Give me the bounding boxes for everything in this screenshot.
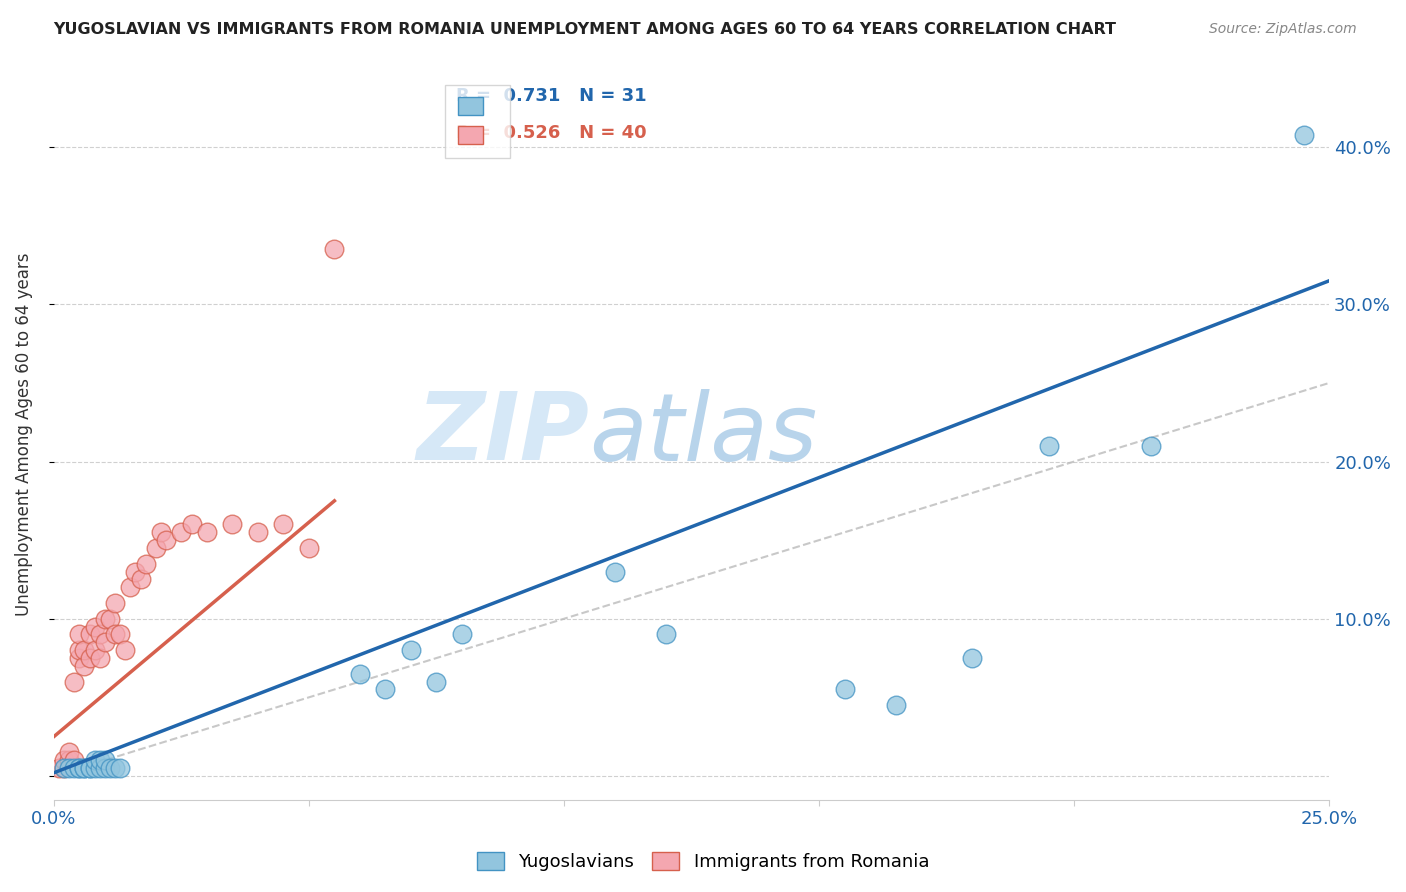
Point — [94, 761, 117, 775]
Point — [195, 525, 218, 540]
Point — [273, 517, 295, 532]
Y-axis label: Unemployment Among Ages 60 to 64 years: Unemployment Among Ages 60 to 64 years — [15, 252, 32, 615]
Legend: , : , — [446, 85, 510, 158]
Point — [349, 666, 371, 681]
Point — [834, 682, 856, 697]
Point — [73, 659, 96, 673]
Point — [129, 573, 152, 587]
Point — [108, 627, 131, 641]
Point — [67, 643, 90, 657]
Point — [655, 627, 678, 641]
Text: YUGOSLAVIAN VS IMMIGRANTS FROM ROMANIA UNEMPLOYMENT AMONG AGES 60 TO 64 YEARS CO: YUGOSLAVIAN VS IMMIGRANTS FROM ROMANIA U… — [53, 22, 1116, 37]
Point — [63, 674, 86, 689]
Point — [94, 753, 117, 767]
Point — [83, 643, 105, 657]
Point — [73, 761, 96, 775]
Point — [67, 651, 90, 665]
Point — [83, 761, 105, 775]
Point — [89, 651, 111, 665]
Text: R =  0.526   N = 40: R = 0.526 N = 40 — [456, 124, 647, 142]
Point — [399, 643, 422, 657]
Text: ZIP: ZIP — [416, 388, 589, 480]
Point — [98, 612, 121, 626]
Point — [58, 745, 80, 759]
Point — [67, 627, 90, 641]
Point — [135, 557, 157, 571]
Point — [79, 651, 101, 665]
Text: R =  0.731   N = 31: R = 0.731 N = 31 — [456, 87, 647, 105]
Point — [884, 698, 907, 713]
Point — [246, 525, 269, 540]
Point — [149, 525, 172, 540]
Point — [79, 761, 101, 775]
Point — [298, 541, 321, 555]
Point — [58, 761, 80, 775]
Point — [1139, 439, 1161, 453]
Point — [120, 580, 142, 594]
Point — [63, 753, 86, 767]
Point — [53, 753, 76, 767]
Point — [73, 761, 96, 775]
Point — [83, 619, 105, 633]
Text: atlas: atlas — [589, 389, 818, 480]
Point — [53, 761, 76, 775]
Point — [603, 565, 626, 579]
Point — [114, 643, 136, 657]
Point — [53, 761, 76, 775]
Point — [89, 627, 111, 641]
Point — [145, 541, 167, 555]
Point — [451, 627, 474, 641]
Point — [79, 627, 101, 641]
Point — [425, 674, 447, 689]
Point — [104, 627, 127, 641]
Point — [94, 635, 117, 649]
Point — [67, 761, 90, 775]
Point — [1038, 439, 1060, 453]
Point — [323, 242, 346, 256]
Point — [83, 753, 105, 767]
Point — [374, 682, 396, 697]
Point — [79, 761, 101, 775]
Point — [221, 517, 243, 532]
Point — [124, 565, 146, 579]
Point — [98, 761, 121, 775]
Point — [48, 761, 70, 775]
Point — [960, 651, 983, 665]
Point — [63, 761, 86, 775]
Point — [108, 761, 131, 775]
Point — [89, 753, 111, 767]
Point — [180, 517, 202, 532]
Point — [104, 596, 127, 610]
Point — [94, 612, 117, 626]
Text: Source: ZipAtlas.com: Source: ZipAtlas.com — [1209, 22, 1357, 37]
Point — [155, 533, 177, 548]
Point — [73, 643, 96, 657]
Point — [89, 761, 111, 775]
Point — [170, 525, 193, 540]
Point — [58, 753, 80, 767]
Point — [67, 761, 90, 775]
Point — [1292, 128, 1315, 142]
Point — [104, 761, 127, 775]
Legend: Yugoslavians, Immigrants from Romania: Yugoslavians, Immigrants from Romania — [470, 846, 936, 879]
